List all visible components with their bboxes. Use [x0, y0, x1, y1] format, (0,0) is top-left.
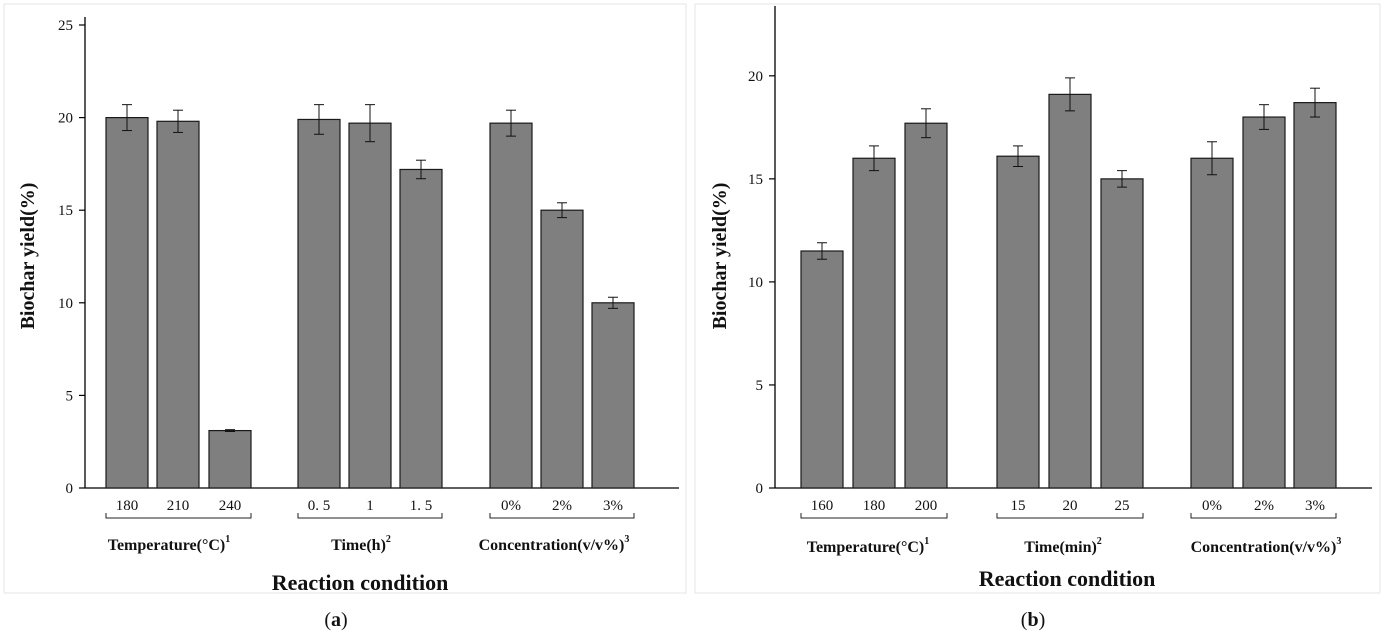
- group-label-text: Concentration(v/v%): [1191, 539, 1337, 556]
- panel-label-letter: a: [331, 609, 341, 631]
- x-tick-label: 1. 5: [410, 498, 433, 514]
- panel-label: (a): [324, 609, 347, 631]
- bar: [297, 118, 341, 489]
- bar: [1242, 116, 1286, 489]
- y-tick-label: 0: [756, 481, 764, 497]
- panel-label-open: (: [324, 609, 331, 631]
- bar: [1048, 93, 1092, 489]
- y-tick-label: 20: [748, 69, 763, 85]
- bar: [1100, 178, 1144, 489]
- y-tick-label: 10: [58, 296, 73, 312]
- bar: [852, 157, 896, 489]
- group-bracket: [1190, 513, 1337, 519]
- y-tick-label: 10: [748, 275, 763, 291]
- group-label-superscript: 2: [1097, 536, 1102, 547]
- bar: [399, 168, 443, 489]
- group-label: Temperature(°C)1: [807, 536, 929, 556]
- group-label-text: Concentration(v/v%): [479, 537, 625, 554]
- group-label-superscript: 3: [1336, 536, 1341, 547]
- panel-label-letter: b: [1027, 609, 1038, 631]
- x-tick-label: 240: [219, 498, 242, 514]
- x-tick-label: 2%: [552, 498, 572, 514]
- group-label-superscript: 1: [924, 536, 929, 547]
- x-tick-label: 200: [915, 498, 938, 514]
- group-label: Concentration(v/v%)3: [1191, 536, 1342, 556]
- y-tick-label: 5: [756, 378, 764, 394]
- x-tick-label: 25: [1115, 498, 1130, 514]
- group-label-superscript: 2: [386, 534, 391, 545]
- bar: [1190, 157, 1234, 489]
- group-label: Temperature(°C)1: [108, 534, 230, 554]
- panel-frame: [694, 3, 1381, 594]
- group-bracket: [105, 513, 252, 519]
- group-label-superscript: 1: [225, 534, 230, 545]
- x-tick-label: 160: [811, 498, 834, 514]
- chart-panel-a: 0 5 10 15 20 25 Biochar yield(%) 180 210 240 Tempe…: [3, 3, 687, 631]
- group-bracket: [297, 513, 443, 519]
- y-tick-label: 20: [58, 111, 73, 127]
- y-axis-label: Biochar yield(%): [17, 183, 39, 330]
- bar: [591, 302, 635, 489]
- y-tick-label: 15: [58, 203, 73, 219]
- y-tick-label: 15: [748, 172, 763, 188]
- x-tick-label: 210: [167, 498, 190, 514]
- x-tick-label: 0%: [501, 498, 521, 514]
- panel-label: (b): [1021, 609, 1045, 631]
- x-tick-label: 180: [116, 498, 139, 514]
- x-tick-label: 180: [863, 498, 886, 514]
- bar: [904, 122, 948, 489]
- group-bracket: [996, 513, 1144, 519]
- group-label: Time(h)2: [331, 534, 391, 554]
- x-tick-label: 3%: [603, 498, 623, 514]
- panel-frame: [3, 3, 687, 594]
- bar: [105, 116, 149, 489]
- y-tick-label: 5: [66, 388, 74, 404]
- x-tick-label: 2%: [1254, 498, 1274, 514]
- group-label-text: Temperature(°C): [108, 537, 225, 554]
- bar: [208, 429, 252, 489]
- x-tick-label: 0%: [1202, 498, 1222, 514]
- x-tick-label: 15: [1011, 498, 1026, 514]
- group-bracket: [800, 513, 948, 519]
- bar: [1293, 102, 1337, 489]
- x-tick-label: 3%: [1305, 498, 1325, 514]
- y-tick-label: 25: [58, 18, 73, 34]
- group-bracket: [489, 513, 635, 519]
- chart-panel-b: 0 5 10 15 20 Biochar yield(%) 160 180 200 Tempera…: [694, 3, 1381, 631]
- bar: [348, 122, 392, 489]
- group-label-text: Time(min): [1024, 539, 1097, 556]
- group-label-superscript: 3: [624, 534, 629, 545]
- x-axis-title: Reaction condition: [979, 566, 1156, 591]
- panel-label-close: ): [341, 609, 348, 631]
- group-label-text: Time(h): [331, 537, 386, 554]
- group-label: Time(min)2: [1024, 536, 1102, 556]
- bar: [800, 250, 844, 489]
- bar: [489, 122, 533, 489]
- x-axis-title: Reaction condition: [272, 570, 449, 595]
- bar: [996, 155, 1040, 489]
- group-label-text: Temperature(°C): [807, 539, 924, 556]
- x-tick-label: 20: [1063, 498, 1078, 514]
- x-tick-label: 0. 5: [308, 498, 331, 514]
- group-label: Concentration(v/v%)3: [479, 534, 630, 554]
- bar: [540, 209, 584, 489]
- panel-label-close: ): [1039, 609, 1046, 631]
- bar: [156, 120, 200, 489]
- y-axis-label: Biochar yield(%): [709, 183, 731, 330]
- x-tick-label: 1: [366, 498, 374, 514]
- y-tick-label: 0: [66, 481, 74, 497]
- panel-label-open: (: [1021, 609, 1028, 631]
